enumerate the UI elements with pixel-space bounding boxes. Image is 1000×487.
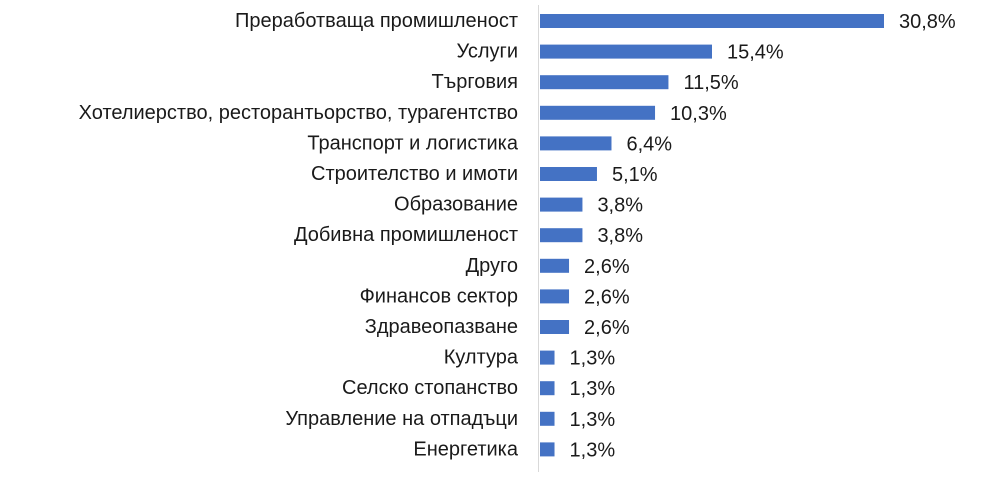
data-label: 1,3%	[570, 378, 616, 400]
bar	[540, 442, 555, 457]
category-labels: Преработваща промишленост Услуги Търговия Х…	[79, 10, 519, 460]
bar	[540, 381, 555, 396]
bar	[540, 136, 612, 151]
category-label: Енергетика	[413, 438, 518, 460]
bar	[540, 228, 583, 243]
category-label: Добивна промишленост	[294, 224, 518, 246]
category-label: Транспорт и логистика	[307, 132, 518, 154]
bar	[540, 14, 884, 28]
bar	[540, 320, 570, 334]
data-label: 2,6%	[584, 286, 630, 308]
data-label: 2,6%	[584, 317, 630, 339]
data-label: 10,3%	[670, 103, 727, 125]
data-label: 1,3%	[570, 439, 616, 461]
bar	[540, 411, 555, 426]
data-label: 15,4%	[727, 42, 784, 64]
bar	[540, 75, 669, 90]
category-label: Преработваща промишленост	[235, 10, 518, 32]
category-label: Друго	[466, 255, 518, 277]
bar	[540, 258, 570, 273]
data-label: 3,8%	[597, 195, 643, 217]
data-label: 2,6%	[584, 256, 630, 278]
category-label: Управление на отпадъци	[285, 408, 518, 430]
bars	[540, 14, 884, 457]
category-label: Здравеопазване	[365, 316, 518, 338]
data-label: 30,8%	[899, 11, 956, 33]
category-label: Търговия	[432, 71, 518, 93]
category-label: Култура	[444, 347, 519, 369]
bar	[540, 44, 712, 59]
data-label: 6,4%	[626, 133, 672, 155]
data-label: 1,3%	[570, 348, 616, 370]
data-label: 11,5%	[683, 72, 738, 94]
bar	[540, 167, 597, 181]
category-label: Образование	[394, 194, 518, 216]
category-label: Селско стопанство	[342, 377, 518, 399]
bar	[540, 350, 555, 365]
category-label: Услуги	[456, 41, 518, 63]
data-label: 3,8%	[597, 225, 643, 247]
category-label: Строителство и имоти	[311, 163, 518, 185]
bar	[540, 289, 570, 304]
data-label: 1,3%	[570, 409, 616, 431]
category-label: Финансов сектор	[360, 285, 518, 307]
bar	[540, 105, 656, 120]
data-labels: 30,8% 15,4% 11,5% 10,3% 6,4% 5,1% 3,8% 3,8% 2,6%…	[570, 11, 956, 461]
bar	[540, 197, 583, 212]
category-label: Хотелиерство, ресторантьорство, турагент…	[79, 102, 518, 124]
data-label: 5,1%	[612, 164, 658, 186]
